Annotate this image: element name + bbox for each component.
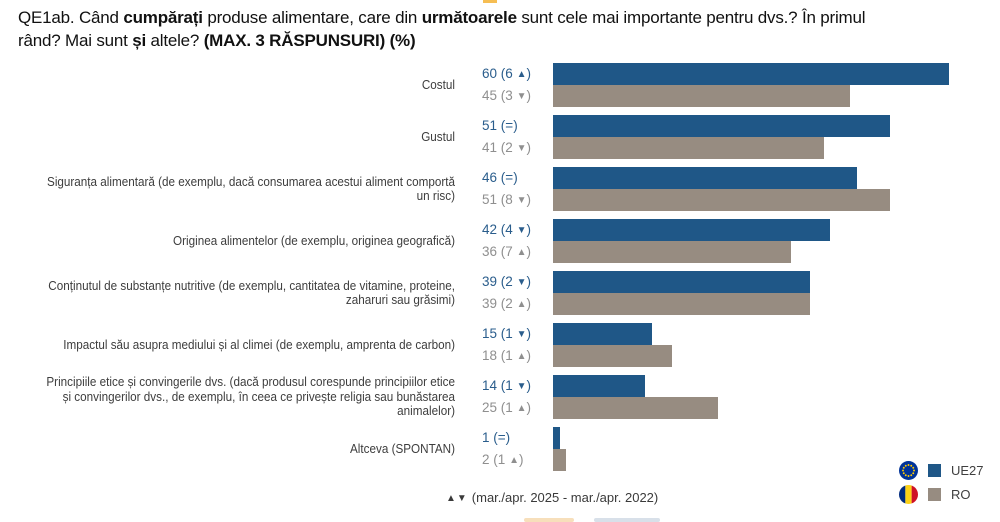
bar-ro — [553, 397, 718, 419]
value-label-ro: 51 (8 ▼) — [482, 192, 531, 207]
category-label: Conținutul de substanțe nutritive (de ex… — [48, 278, 455, 308]
chart-row: Costul 60 (6 ▲) 45 (3 ▼) — [8, 63, 1000, 107]
category-label: Costul — [421, 77, 455, 92]
eu-flag-icon — [899, 461, 918, 480]
page-title: QE1ab. Când cumpărați produse alimentare… — [18, 8, 866, 50]
bar-eu — [553, 271, 810, 293]
value-label-eu: 15 (1 ▼) — [482, 326, 531, 341]
value-label-ro: 18 (1 ▲) — [482, 348, 531, 363]
bar-pair — [553, 271, 1000, 315]
bar-pair — [553, 115, 1000, 159]
category-label: Originea alimentelor (de exemplu, origin… — [173, 233, 455, 248]
bar-pair — [553, 167, 1000, 211]
chart-row: Gustul 51 (=) 41 (2 ▼) — [8, 115, 1000, 159]
bar-ro — [553, 293, 810, 315]
legend-swatch-ro — [928, 488, 941, 501]
legend: UE27 RO — [899, 461, 984, 504]
chart-row: Impactul său asupra mediului și al clime… — [8, 323, 1000, 367]
bar-ro — [553, 345, 672, 367]
value-labels: 42 (4 ▼) 36 (7 ▲) — [455, 219, 553, 263]
value-label-eu: 1 (=) — [482, 430, 511, 445]
legend-row-ro: RO — [899, 485, 984, 504]
cropped-artifact-bottom — [524, 518, 574, 522]
ro-flag-icon — [899, 485, 918, 504]
value-label-ro: 2 (1 ▲) — [482, 452, 524, 467]
value-label-ro: 41 (2 ▼) — [482, 140, 531, 155]
footnote-text: (mar./apr. 2025 - mar./apr. 2022) — [471, 490, 659, 505]
bar-pair — [553, 219, 1000, 263]
cropped-artifact-bottom — [594, 518, 660, 522]
category-label: Altceva (SPONTAN) — [350, 441, 455, 456]
value-label-eu: 42 (4 ▼) — [482, 222, 531, 237]
category-label: Impactul său asupra mediului și al clime… — [63, 337, 456, 352]
bar-pair — [553, 63, 1000, 107]
bar-chart: Costul 60 (6 ▲) 45 (3 ▼) Gustul 51 (=) 4… — [8, 63, 1000, 471]
value-labels: 39 (2 ▼) 39 (2 ▲) — [455, 271, 553, 315]
bar-eu — [553, 167, 857, 189]
legend-label-ue27: UE27 — [951, 463, 984, 478]
bar-eu — [553, 63, 949, 85]
value-labels: 15 (1 ▼) 18 (1 ▲) — [455, 323, 553, 367]
value-label-eu: 14 (1 ▼) — [482, 378, 531, 393]
bar-pair — [553, 323, 1000, 367]
category-label: Gustul — [421, 129, 455, 144]
chart-row: Siguranța alimentară (de exemplu, dacă c… — [8, 167, 1000, 211]
value-label-eu: 60 (6 ▲) — [482, 66, 531, 81]
bar-ro — [553, 449, 566, 471]
bar-ro — [553, 137, 824, 159]
value-label-ro: 39 (2 ▲) — [482, 296, 531, 311]
bar-eu — [553, 427, 560, 449]
bar-eu — [553, 323, 652, 345]
up-down-arrows-icon: ▲▼ — [446, 493, 468, 504]
bar-pair — [553, 427, 1000, 471]
chart-row: Principiile etice și convingerile dvs. (… — [8, 375, 1000, 419]
value-label-ro: 45 (3 ▼) — [482, 88, 531, 103]
bar-pair — [553, 375, 1000, 419]
bar-eu — [553, 375, 645, 397]
value-labels: 14 (1 ▼) 25 (1 ▲) — [455, 375, 553, 419]
bar-ro — [553, 189, 890, 211]
value-labels: 46 (=) 51 (8 ▼) — [455, 167, 553, 211]
bar-ro — [553, 241, 791, 263]
cropped-artifact-top — [483, 0, 497, 3]
value-label-ro: 25 (1 ▲) — [482, 400, 531, 415]
category-label: Siguranța alimentară (de exemplu, dacă c… — [47, 174, 455, 204]
value-label-eu: 46 (=) — [482, 170, 518, 185]
legend-row-ue27: UE27 — [899, 461, 984, 480]
bar-eu — [553, 115, 890, 137]
value-label-ro: 36 (7 ▲) — [482, 244, 531, 259]
value-labels: 1 (=) 2 (1 ▲) — [455, 427, 553, 471]
legend-label-ro: RO — [951, 487, 971, 502]
legend-swatch-ue27 — [928, 464, 941, 477]
value-label-eu: 51 (=) — [482, 118, 518, 133]
footnote: ▲▼ (mar./apr. 2025 - mar./apr. 2022) — [446, 490, 658, 505]
chart-row: Originea alimentelor (de exemplu, origin… — [8, 219, 1000, 263]
chart-row: Conținutul de substanțe nutritive (de ex… — [8, 271, 1000, 315]
value-labels: 51 (=) 41 (2 ▼) — [455, 115, 553, 159]
chart-rows: Costul 60 (6 ▲) 45 (3 ▼) Gustul 51 (=) 4… — [8, 63, 1000, 471]
bar-eu — [553, 219, 830, 241]
category-label: Principiile etice și convingerile dvs. (… — [46, 375, 456, 419]
chart-row: Altceva (SPONTAN) 1 (=) 2 (1 ▲) — [8, 427, 1000, 471]
bar-ro — [553, 85, 850, 107]
value-label-eu: 39 (2 ▼) — [482, 274, 531, 289]
value-labels: 60 (6 ▲) 45 (3 ▼) — [455, 63, 553, 107]
